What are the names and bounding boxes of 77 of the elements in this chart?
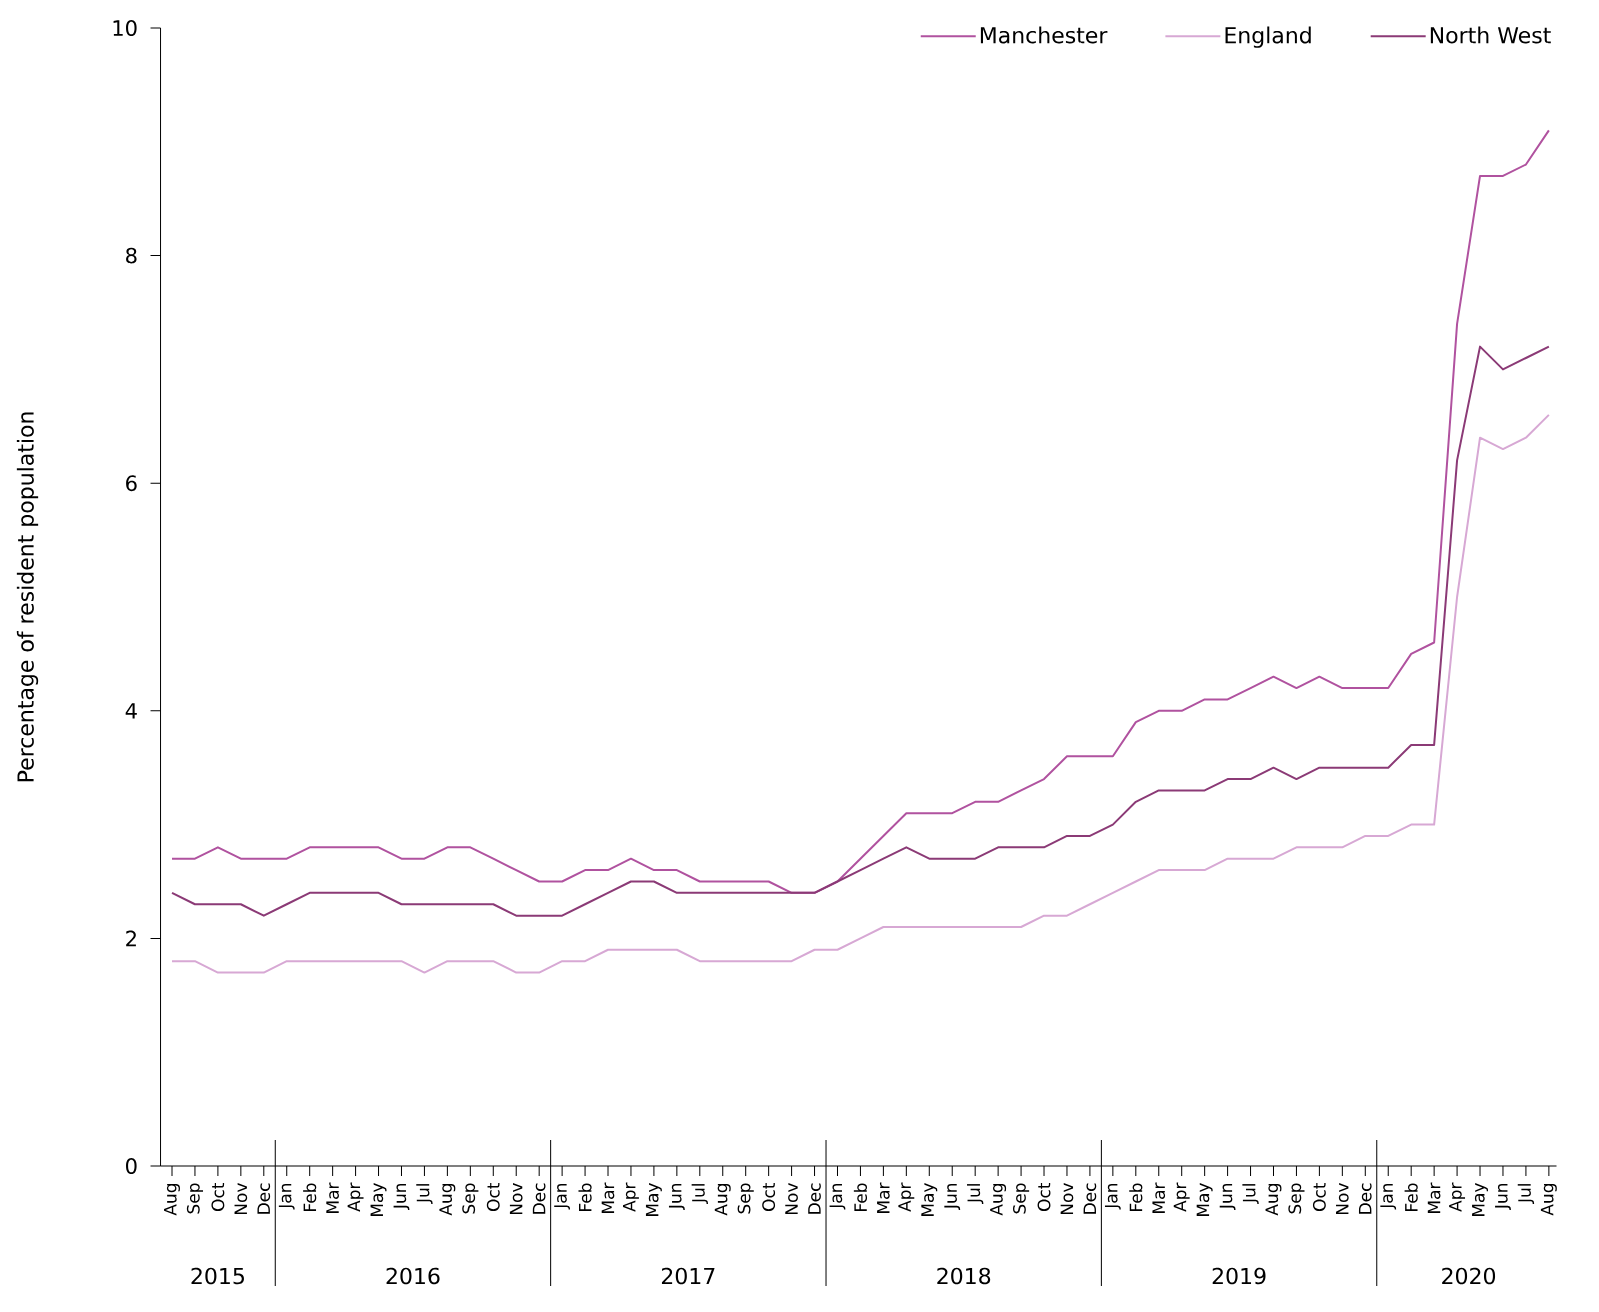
x-tick-label: Aug xyxy=(714,1184,731,1216)
text: 2015 xyxy=(191,1267,244,1285)
x-tick-label: Nov xyxy=(234,1183,248,1215)
x-tick-label: Oct xyxy=(211,1182,225,1211)
x-tick-label: Jun xyxy=(668,1183,685,1210)
x-tick-label: Aug xyxy=(1265,1184,1282,1216)
x-tick-label: Oct xyxy=(1037,1182,1051,1211)
text: 2020 xyxy=(1442,1267,1496,1285)
x-tick-label: May xyxy=(370,1183,387,1216)
x-tick-label: Oct xyxy=(1312,1182,1326,1211)
x-tick-label: Oct xyxy=(762,1182,776,1211)
text: 2018 xyxy=(937,1267,991,1285)
x-tick-label: Jul xyxy=(691,1184,708,1204)
x-tick-label: Dec xyxy=(808,1183,821,1214)
x-tick-label: Aug xyxy=(1540,1184,1557,1216)
x-tick-label: Mar xyxy=(601,1182,615,1213)
y-tick-label: 10 xyxy=(113,20,137,36)
x-tick-label: Jun xyxy=(1219,1183,1236,1210)
x-tick-label: Jun xyxy=(393,1183,410,1210)
x-tick-label: Sep xyxy=(737,1183,754,1214)
y-tick-label: 0 xyxy=(126,1158,137,1174)
text: 2019 xyxy=(1212,1267,1266,1285)
x-tick-label: Aug xyxy=(990,1184,1007,1216)
x-tick-label: May xyxy=(645,1183,662,1216)
x-tick-label: Sep xyxy=(1012,1183,1030,1214)
x-tick-label: Apr xyxy=(347,1182,364,1212)
x-tick-label: Dec xyxy=(1358,1183,1372,1214)
x-tick-label: Mar xyxy=(326,1182,339,1213)
x-tick-label: Feb xyxy=(578,1183,592,1211)
x-tick-label: Jun xyxy=(1495,1183,1511,1210)
x-tick-label: Aug xyxy=(439,1184,456,1216)
x-tick-label: Sep xyxy=(1288,1183,1305,1214)
text: 2016 xyxy=(386,1267,440,1285)
x-tick-label: Mar xyxy=(1427,1182,1441,1213)
x-tick-label: Jan xyxy=(1104,1183,1121,1210)
x-tick-label: Jul xyxy=(1517,1184,1535,1204)
x-tick-label: Jul xyxy=(416,1184,433,1204)
legend-label: England xyxy=(1225,26,1311,48)
y-axis-title: Percentage of resident population xyxy=(16,412,39,782)
x-tick-label: Nov xyxy=(509,1183,523,1215)
x-tick-label: Jan xyxy=(554,1183,571,1210)
x-tick-label: Feb xyxy=(853,1183,868,1211)
x-tick-label: Mar xyxy=(877,1182,890,1213)
x-tick-label: Mar xyxy=(1152,1182,1166,1213)
x-tick-label: May xyxy=(921,1183,938,1216)
x-tick-label: Jul xyxy=(1242,1184,1259,1204)
x-tick-label: Feb xyxy=(1404,1183,1418,1211)
x-tick-label: Nov xyxy=(1336,1183,1349,1215)
x-tick-label: Dec xyxy=(532,1183,546,1214)
x-tick-label: Apr xyxy=(1449,1182,1466,1212)
x-tick-label: Aug xyxy=(164,1184,180,1216)
x-tick-label: Apr xyxy=(623,1182,639,1212)
x-tick-label: May xyxy=(1196,1183,1213,1216)
x-tick-label: Apr xyxy=(898,1182,915,1212)
x-tick-label: Nov xyxy=(785,1183,798,1215)
x-tick-label: Jul xyxy=(967,1184,984,1204)
x-tick-label: Sep xyxy=(186,1183,204,1214)
legend-label: Manchester xyxy=(980,26,1108,44)
x-tick-label: Jan xyxy=(829,1183,846,1210)
x-tick-label: Jan xyxy=(1380,1183,1397,1210)
y-tick-label: 2 xyxy=(126,930,136,947)
legend-label: North West xyxy=(1430,26,1551,44)
x-tick-label: Feb xyxy=(303,1183,317,1211)
x-tick-label: Jun xyxy=(944,1183,961,1210)
x-tick-label: Dec xyxy=(1083,1183,1097,1214)
y-tick-label: 4 xyxy=(125,703,137,719)
y-tick-label: 8 xyxy=(126,247,137,264)
x-tick-label: Jan xyxy=(278,1183,295,1210)
x-tick-label: Nov xyxy=(1060,1183,1074,1215)
text: 2017 xyxy=(661,1267,715,1285)
x-tick-label: Dec xyxy=(257,1183,271,1214)
x-tick-label: Sep xyxy=(462,1183,479,1214)
y-tick-label: 6 xyxy=(126,475,137,492)
x-tick-label: May xyxy=(1472,1183,1488,1216)
x-tick-label: Apr xyxy=(1173,1182,1190,1212)
x-tick-label: Oct xyxy=(486,1182,500,1211)
x-tick-label: Feb xyxy=(1129,1183,1143,1211)
